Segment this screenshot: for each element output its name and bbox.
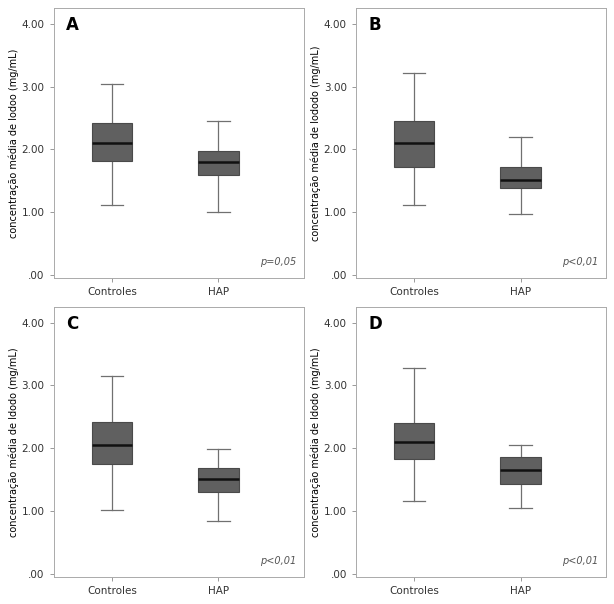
Text: C: C (66, 315, 79, 333)
Text: D: D (368, 315, 382, 333)
Y-axis label: concentração média de Idodo (mg/mL): concentração média de Idodo (mg/mL) (9, 347, 19, 536)
Text: p=0,05: p=0,05 (260, 257, 296, 268)
Text: B: B (368, 16, 381, 34)
Y-axis label: concentração média de Idodo (mg/mL): concentração média de Idodo (mg/mL) (311, 347, 321, 536)
Bar (394, 423, 435, 459)
Text: p<0,01: p<0,01 (260, 556, 296, 566)
Y-axis label: concentração média de Iododo (mg/mL): concentração média de Iododo (mg/mL) (311, 45, 321, 241)
Bar (92, 123, 133, 161)
Bar (500, 167, 541, 188)
Bar (198, 468, 239, 492)
Bar (198, 151, 239, 175)
Text: p<0,01: p<0,01 (562, 556, 598, 566)
Text: A: A (66, 16, 79, 34)
Y-axis label: concentração média de Iodoo (mg/mL): concentração média de Iodoo (mg/mL) (9, 48, 19, 238)
Bar (500, 457, 541, 484)
Text: p<0,01: p<0,01 (562, 257, 598, 268)
Bar (394, 121, 435, 167)
Bar (92, 422, 133, 464)
